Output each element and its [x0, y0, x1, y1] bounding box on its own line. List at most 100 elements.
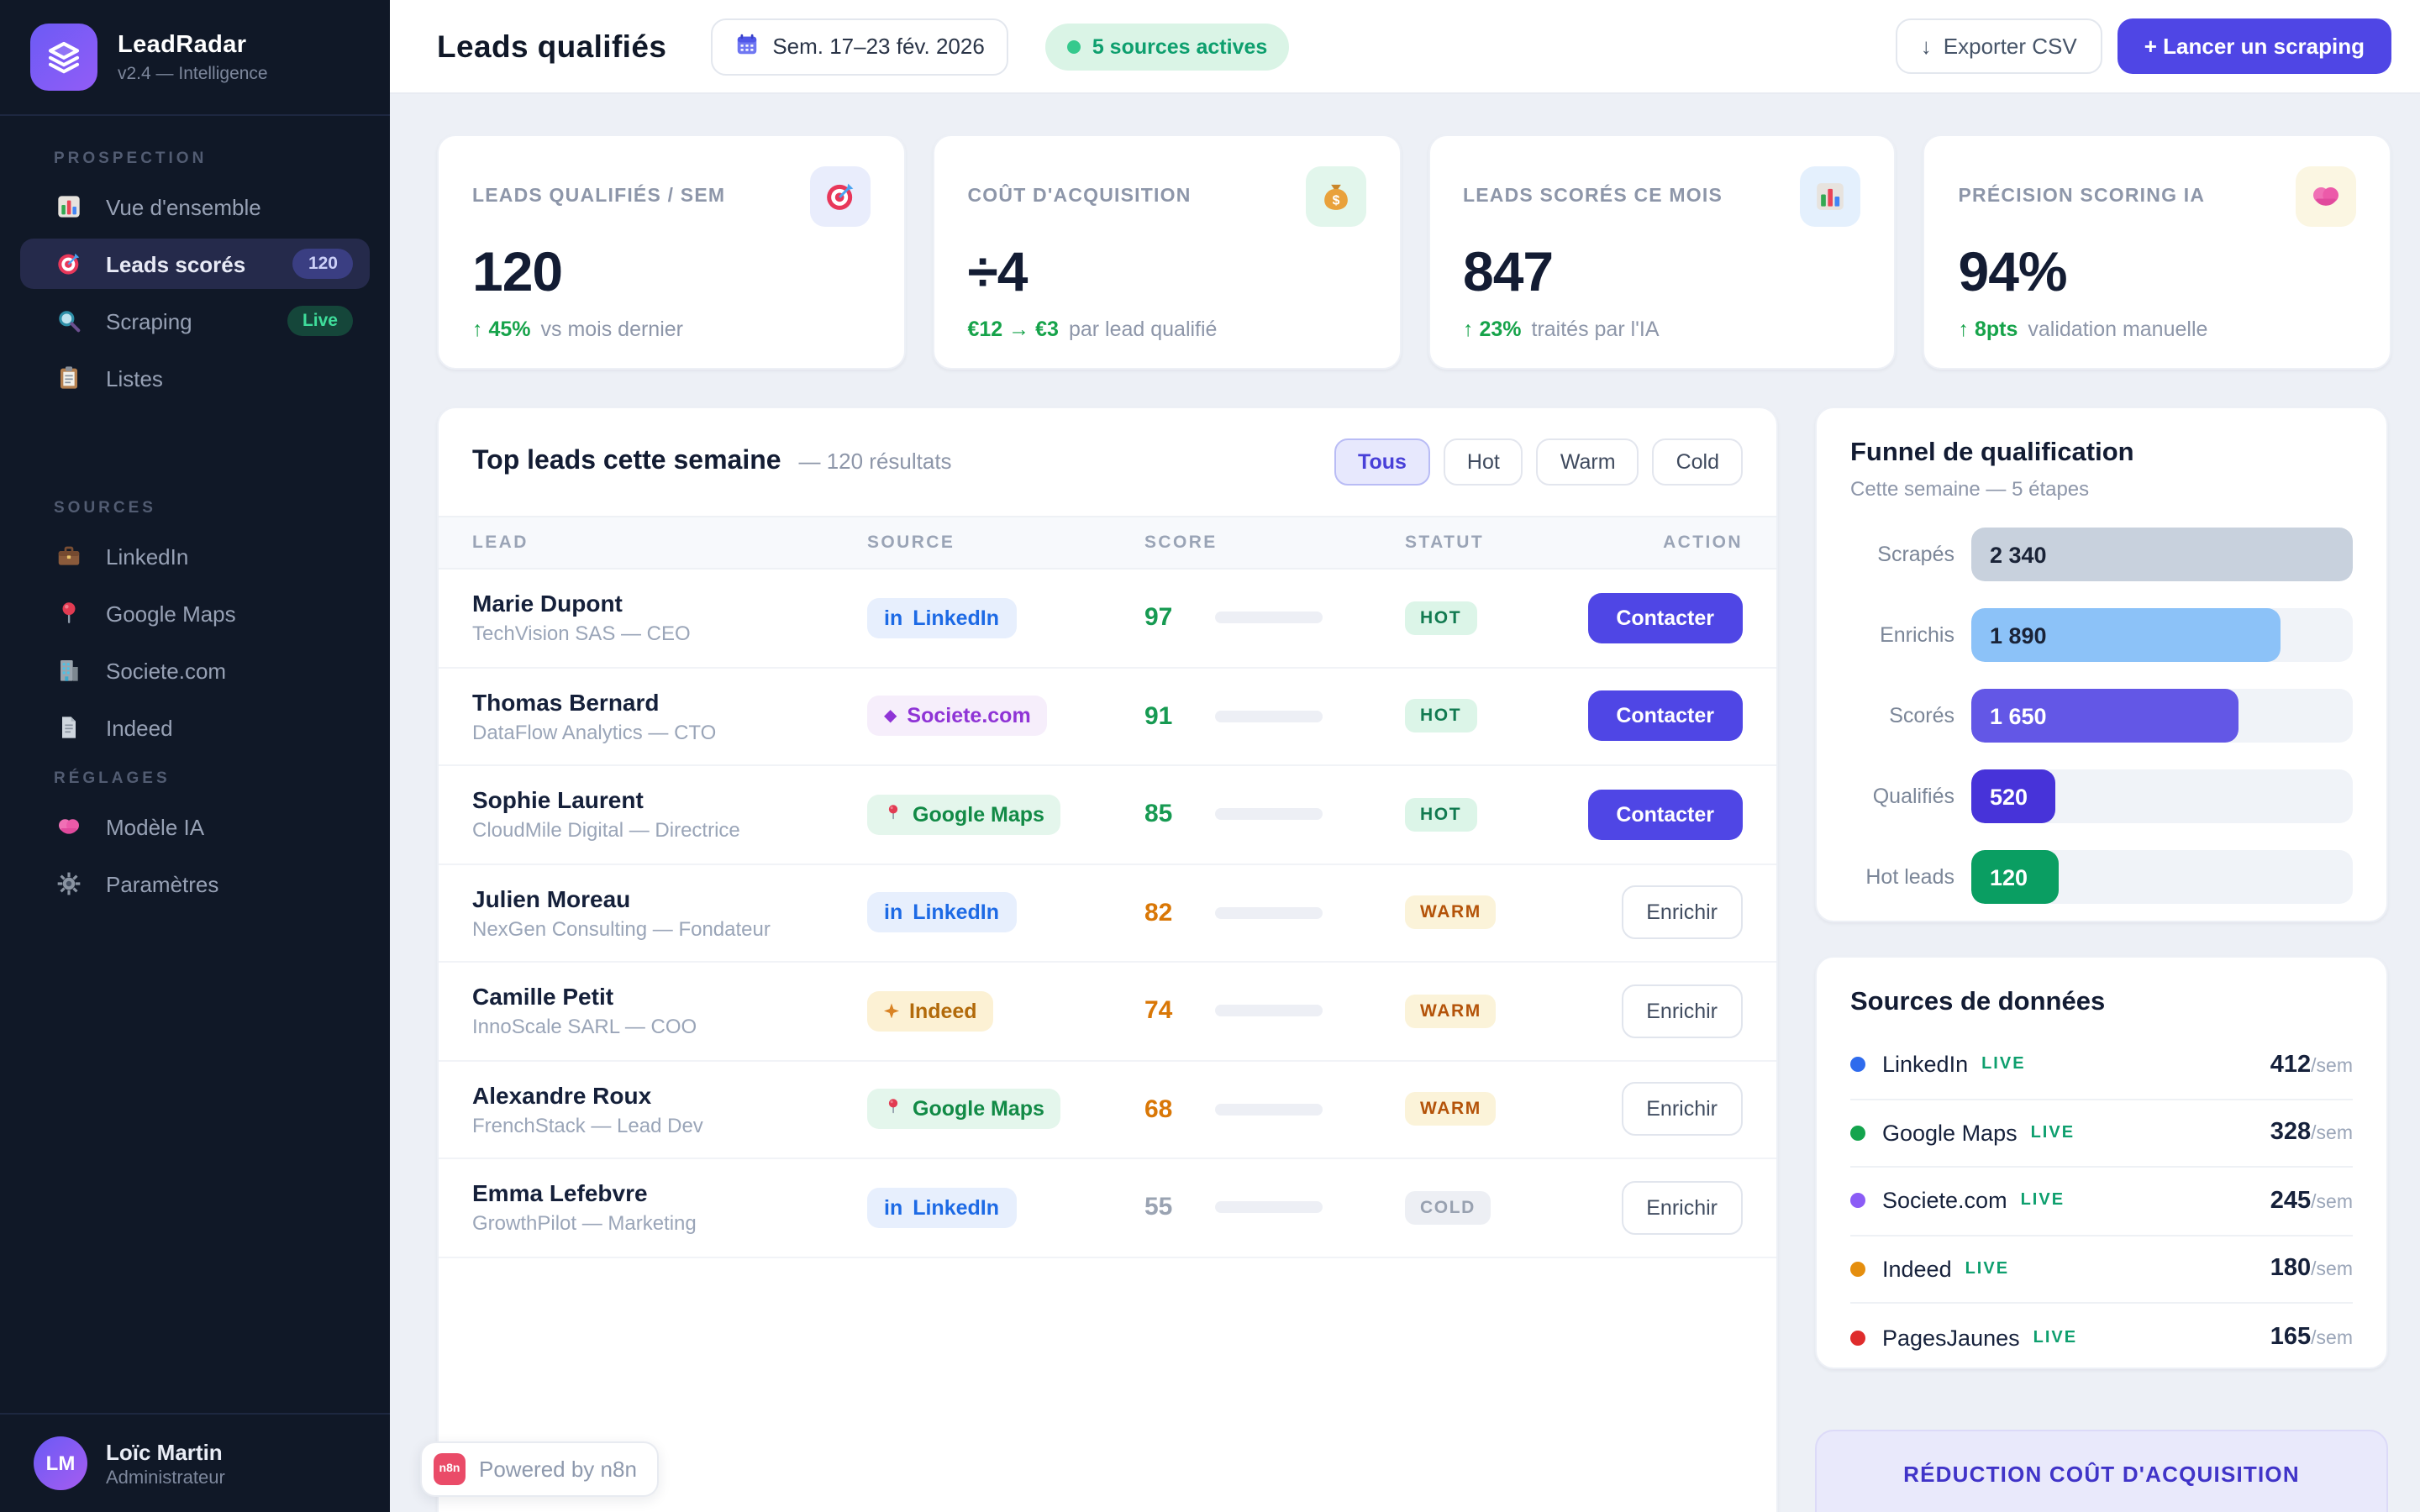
status-badge: HOT: [1405, 699, 1477, 733]
kpi-card-0: LEADS QUALIFIÉS / SEM 120 ↑ 45% vs mois d…: [437, 134, 906, 370]
contact-button[interactable]: Contacter: [1587, 690, 1743, 742]
lead-cell: Alexandre Roux FrenchStack — Lead Dev: [472, 1082, 867, 1137]
search-icon: [54, 307, 82, 335]
source-row: Societe.com LIVE 245/sem: [1850, 1168, 2353, 1236]
powered-by-n8n-badge[interactable]: n8n Powered by n8n: [420, 1441, 659, 1497]
score-cell: 68: [1144, 1095, 1405, 1124]
source-rate: 245/sem: [2270, 1187, 2353, 1215]
table-row: Sophie Laurent CloudMile Digital — Direc…: [439, 766, 1776, 864]
kpi-label: PRÉCISION SCORING IA: [1958, 186, 2206, 207]
score-value: 82: [1144, 898, 1173, 927]
source-name: Indeed: [1882, 1256, 1952, 1282]
sidebar-item-google-maps[interactable]: Google Maps: [20, 588, 370, 638]
n8n-logo-icon: n8n: [434, 1453, 466, 1485]
user-card[interactable]: LM Loïc Martin Administrateur: [0, 1413, 390, 1512]
brand-version: v2.4 — Intelligence: [118, 63, 268, 83]
linkedin-in-icon: in: [884, 1195, 903, 1220]
source-row: Indeed LIVE 180/sem: [1850, 1236, 2353, 1304]
source-rate: 412/sem: [2270, 1051, 2353, 1079]
score-cell: 55: [1144, 1194, 1405, 1222]
kpi-row: LEADS QUALIFIÉS / SEM 120 ↑ 45% vs mois d…: [437, 134, 2391, 370]
source-badge: Google Maps: [867, 794, 1061, 835]
status-badge: COLD: [1405, 1190, 1491, 1225]
funnel-bar: 120: [1971, 850, 2060, 904]
sidebar-item-parametres[interactable]: Paramètres: [20, 858, 370, 909]
sidebar-item-vue-densemble[interactable]: Vue d'ensemble: [20, 181, 370, 232]
score-bar: [1215, 612, 1323, 624]
sidebar: LeadRadar v2.4 — Intelligence PROSPECTIO…: [0, 0, 390, 1512]
table-row: Julien Moreau NexGen Consulting — Fondat…: [439, 864, 1776, 963]
lead-name: Camille Petit: [472, 983, 614, 1011]
column-header-source: SOURCE: [867, 533, 955, 553]
contact-button[interactable]: Contacter: [1587, 789, 1743, 840]
kpi-value: ÷4: [967, 240, 1028, 302]
sidebar-item-leads-scores[interactable]: Leads scorés 120: [20, 239, 370, 289]
sparkle-icon: [884, 1003, 899, 1019]
lead-name: Sophie Laurent: [472, 786, 644, 814]
kpi-value: 94%: [1958, 240, 2068, 302]
score-bar: [1215, 1201, 1323, 1214]
source-name: LinkedIn: [1882, 1052, 1969, 1078]
funnel-stage-row: Qualifiés 520: [1850, 769, 2353, 823]
funnel-title: Funnel de qualification: [1850, 438, 2134, 467]
nav-badge-leads-scores: 120: [292, 249, 353, 279]
funnel-bar: 1 890: [1971, 608, 2281, 662]
enrich-button[interactable]: Enrichir: [1621, 885, 1743, 940]
column-header-action: ACTION: [1663, 533, 1743, 553]
pin-icon: [54, 599, 82, 627]
filter-chip-warm[interactable]: Warm: [1536, 438, 1639, 486]
sidebar-item-societe-com[interactable]: Societe.com: [20, 645, 370, 696]
filter-chips: Tous Hot Warm Cold: [1334, 438, 1743, 486]
source-badge: in LinkedIn: [867, 597, 1017, 638]
table-header: Top leads cette semaine — 120 résultats …: [439, 408, 1776, 516]
table-row: Alexandre Roux FrenchStack — Lead Dev Go…: [439, 1061, 1776, 1159]
target-icon: [54, 249, 82, 278]
section-label-2: RÉGLAGES: [54, 769, 171, 788]
lead-company: GrowthPilot — Marketing: [472, 1211, 697, 1236]
source-live-badge: LIVE: [2030, 1123, 2075, 1142]
brand: LeadRadar v2.4 — Intelligence: [0, 0, 390, 111]
sources-title: Sources de données: [1850, 988, 2106, 1016]
status-badge: WARM: [1405, 1092, 1497, 1126]
lead-cell: Julien Moreau NexGen Consulting — Fondat…: [472, 885, 867, 941]
sidebar-item-indeed[interactable]: Indeed: [20, 702, 370, 753]
acquisition-promo-card: RÉDUCTION COÛT D'ACQUISITION: [1815, 1430, 2388, 1512]
map-pin-icon: [884, 1098, 902, 1121]
lead-cell: Thomas Bernard DataFlow Analytics — CTO: [472, 689, 867, 744]
funnel-stage-label: Scrapés: [1877, 543, 1954, 566]
launch-scraping-button[interactable]: + Lancer un scraping: [2117, 18, 2391, 74]
sidebar-nav: PROSPECTION Vue d'ensemble Leads scorés 1…: [0, 116, 390, 1413]
funnel-bars: Scrapés 2 340 Enrichis 1 890 Scorés 1 65…: [1850, 528, 2353, 904]
export-csv-button[interactable]: ↓ Exporter CSV: [1895, 18, 2102, 74]
source-row: LinkedIn LIVE 412/sem: [1850, 1032, 2353, 1100]
kpi-value: 847: [1463, 240, 1554, 302]
sidebar-item-linkedin[interactable]: LinkedIn: [20, 531, 370, 581]
source-row: Google Maps LIVE 328/sem: [1850, 1100, 2353, 1168]
score-cell: 85: [1144, 801, 1405, 829]
sources-list: LinkedIn LIVE 412/sem Google Maps LIVE 3…: [1850, 1032, 2353, 1372]
score-bar: [1215, 1005, 1323, 1017]
filter-chip-tous[interactable]: Tous: [1334, 438, 1430, 486]
content: LEADS QUALIFIÉS / SEM 120 ↑ 45% vs mois d…: [390, 94, 2420, 1512]
source-badge: ◆ Societe.com: [867, 696, 1048, 737]
powered-by-label: Powered by n8n: [479, 1457, 637, 1482]
filter-chip-hot[interactable]: Hot: [1443, 438, 1523, 486]
funnel-stage-label: Enrichis: [1880, 623, 1954, 647]
enrich-button[interactable]: Enrichir: [1621, 1082, 1743, 1137]
lead-company: TechVision SAS — CEO: [472, 622, 691, 646]
sidebar-item-listes[interactable]: Listes: [20, 353, 370, 403]
funnel-track: 1 890: [1971, 608, 2353, 662]
table-column-headers: LEAD SOURCE SCORE STATUT ACTION: [439, 516, 1776, 570]
week-selector[interactable]: Sem. 17–23 fév. 2026: [710, 18, 1008, 75]
enrich-button[interactable]: Enrichir: [1621, 1180, 1743, 1235]
enrich-button[interactable]: Enrichir: [1621, 984, 1743, 1038]
active-sources-label: 5 sources actives: [1092, 34, 1268, 58]
filter-chip-cold[interactable]: Cold: [1652, 438, 1743, 486]
contact-button[interactable]: Contacter: [1587, 592, 1743, 643]
main-area: Leads qualifiés Sem. 17–23 fév. 2026 5 s…: [390, 0, 2420, 1512]
gear-icon: [54, 869, 82, 898]
sidebar-item-scraping[interactable]: Scraping Live: [20, 296, 370, 346]
sidebar-item-modele-ia[interactable]: Modèle IA: [20, 801, 370, 852]
funnel-stage-label: Scorés: [1889, 704, 1954, 727]
